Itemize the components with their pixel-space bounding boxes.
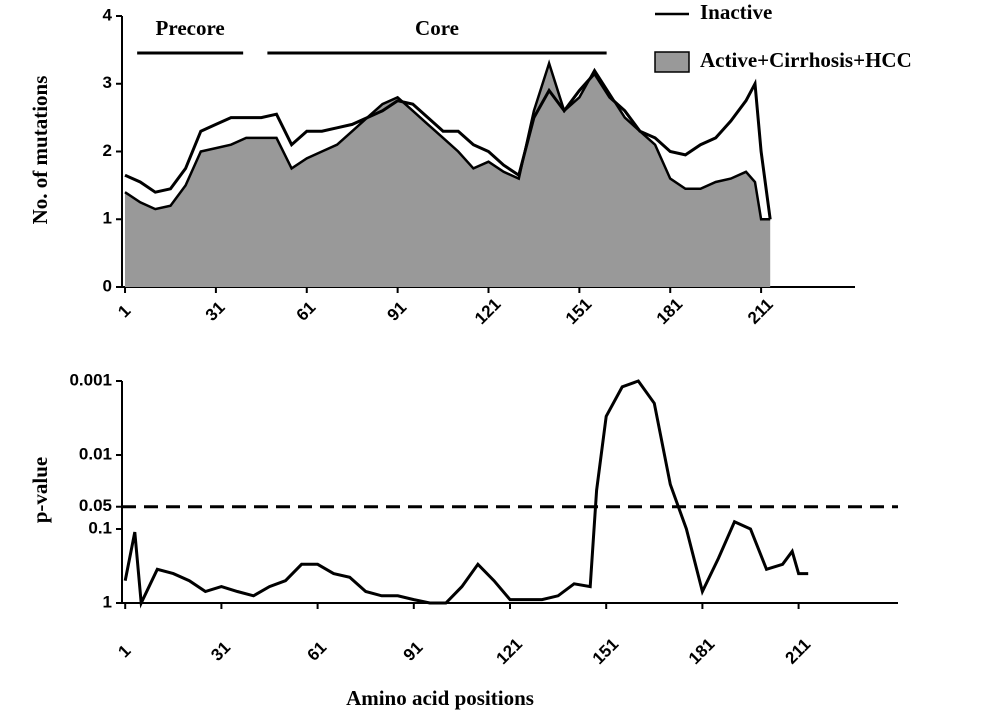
area [125,63,771,288]
y-tick-label: 1 [103,592,112,611]
y-tick-label: 0.1 [88,518,112,537]
x-tick-label: 121 [493,635,526,668]
region-label: Precore [156,16,225,40]
y-tick-label: 0 [103,276,112,295]
y-tick-label: 0.001 [69,370,112,389]
legend-label: Active+Cirrhosis+HCC [700,48,912,72]
x-tick-label: 31 [202,298,229,325]
x-tick-label: 1 [114,641,134,661]
y-tick-label: 4 [103,5,113,24]
legend-label: Inactive [700,0,772,24]
y-tick-label: 2 [103,141,112,160]
y-tick-label: 0.05 [79,496,112,515]
x-tick-label: 91 [384,298,411,325]
x-tick-label: 1 [114,301,134,321]
y-tick-label: 0.01 [79,444,112,463]
x-tick-label: 181 [653,295,686,328]
region-label: Core [415,16,459,40]
x-tick-label: 211 [781,635,814,668]
legend-swatch [654,51,690,73]
x-tick-label: 61 [293,298,320,325]
x-tick-label: 61 [303,638,330,665]
line [124,71,772,220]
y-tick-label: 1 [103,209,112,228]
x-tick-label: 181 [685,635,718,668]
x-tick-label: 31 [207,638,234,665]
y-axis-title: No. of mutations [28,76,52,225]
line [123,379,809,609]
x-tick-label: 211 [744,295,777,328]
y-axis-title: p-value [28,457,52,524]
x-axis-title: Amino acid positions [346,686,534,710]
area-outline [124,59,771,221]
x-tick-label: 151 [589,635,622,668]
x-tick-label: 151 [562,295,595,328]
x-tick-label: 121 [471,295,504,328]
y-tick-label: 3 [103,73,112,92]
x-tick-label: 91 [400,638,427,665]
